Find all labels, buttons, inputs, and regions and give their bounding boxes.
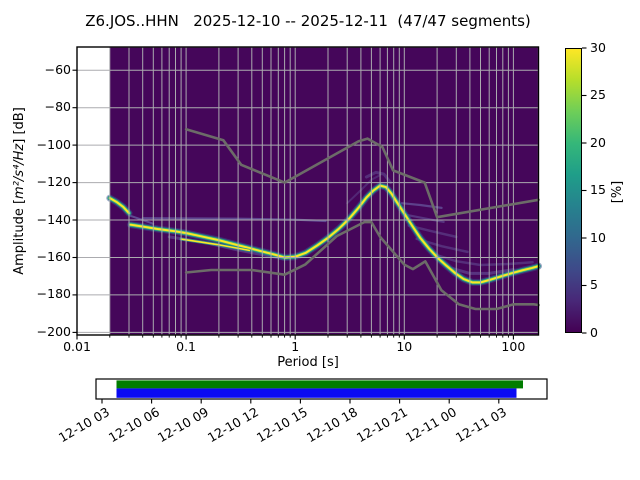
coverage-data-green bbox=[116, 380, 523, 389]
y-tick-label: −140 bbox=[36, 211, 71, 227]
x-tick-label: 0.01 bbox=[63, 339, 91, 354]
colorbar-tick-label: 10 bbox=[590, 229, 606, 245]
x-tick-label: 0.1 bbox=[176, 339, 197, 354]
psd-faint-streak bbox=[451, 267, 515, 275]
colorbar-gradient bbox=[565, 48, 582, 333]
y-axis-label-prefix: Amplitude [ bbox=[11, 198, 27, 275]
colorbar-label: [%] bbox=[609, 180, 625, 204]
y-tick-label: −60 bbox=[44, 61, 71, 77]
psd-mode-main bbox=[129, 184, 540, 284]
x-tick-label: 1 bbox=[291, 339, 300, 354]
y-tick-label: −180 bbox=[36, 286, 71, 302]
y-tick-label: −120 bbox=[36, 174, 71, 190]
y-tick-label: −200 bbox=[36, 323, 71, 339]
noise-model-nhnm bbox=[184, 127, 540, 219]
psd-faint-streak bbox=[346, 174, 382, 205]
colorbar-tick-label: 20 bbox=[590, 134, 606, 150]
y-tick-label: −160 bbox=[36, 248, 71, 264]
y-tick-label: −100 bbox=[36, 136, 71, 152]
x-tick-label: 100 bbox=[501, 339, 526, 354]
colorbar-tick-label: 30 bbox=[590, 39, 606, 55]
psd-mode-steep bbox=[108, 197, 130, 215]
histogram-mesh bbox=[109, 47, 538, 335]
x-tick-label: 10 bbox=[396, 339, 413, 354]
y-axis-label-math: m²/s⁴/Hz bbox=[11, 143, 27, 199]
plot-title: Z6.JOS..HHN 2025-12-10 -- 2025-12-11 (47… bbox=[85, 12, 531, 30]
y-tick-label: −80 bbox=[44, 99, 71, 115]
colorbar-tick-label: 0 bbox=[590, 324, 598, 340]
coverage-data-blue bbox=[116, 388, 517, 398]
colorbar-tick-label: 25 bbox=[590, 87, 606, 102]
axes-spines bbox=[76, 46, 540, 336]
x-axis-label: Period [s] bbox=[277, 355, 339, 370]
y-axis-label-suffix: ] [dB] bbox=[11, 107, 27, 144]
colorbar-tick-label: 15 bbox=[590, 182, 606, 197]
noise-model-nlnm bbox=[184, 220, 540, 311]
colorbar-tick-label: 5 bbox=[590, 277, 598, 292]
y-axis-label: Amplitude [m²/s⁴/Hz] [dB] bbox=[11, 107, 27, 275]
